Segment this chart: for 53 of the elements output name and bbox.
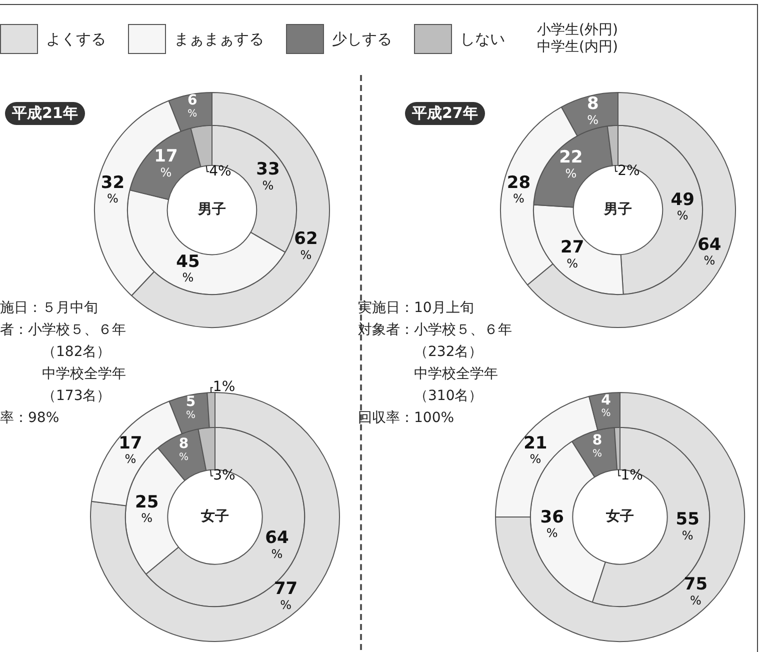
text: 実施日：10月上旬 [358, 299, 475, 318]
text: 施日：５月中旬 [0, 299, 99, 318]
text: 者：小学校５、６年 [0, 321, 126, 340]
data-label: 8% [592, 432, 602, 460]
text: 女子 [605, 508, 634, 525]
text: （173名） [41, 387, 112, 406]
text: 平成21年 [5, 102, 85, 125]
slice-label: 中学生(内円) [537, 39, 618, 56]
data-label: 22% [559, 148, 583, 180]
data-label: 1% [620, 467, 643, 484]
text: 男子 [197, 202, 226, 218]
data-label: 27% [560, 238, 584, 270]
data-label: 4% [209, 163, 232, 180]
data-label: 28% [506, 172, 531, 206]
data-label: 36% [540, 508, 564, 540]
data-label: 17% [154, 146, 178, 180]
legend-label: まぁまぁする [174, 30, 264, 48]
data-label: 21% [524, 433, 548, 466]
text: （182名） [41, 343, 112, 362]
text: 中学校全学年 [41, 365, 126, 384]
data-label: 4% [601, 392, 612, 420]
text: （310名） [413, 387, 484, 406]
data-label: 8% [178, 436, 189, 464]
data-label: 17% [118, 433, 142, 466]
data-label: 62% [294, 229, 318, 262]
data-label: 8% [586, 94, 599, 127]
data-label: 32% [100, 172, 125, 206]
text: 回収率：100% [358, 409, 456, 428]
data-label: 6% [187, 92, 198, 120]
data-label: 49% [670, 190, 694, 223]
legend-label: よくする [46, 30, 106, 48]
text: 率：98% [0, 409, 60, 428]
slice-label: 小学生(外円) [537, 22, 618, 39]
data-label: 25% [135, 492, 159, 526]
data-label: 77% [274, 579, 298, 612]
data-label: 64% [265, 528, 289, 561]
data-label: 75% [684, 574, 708, 608]
text: 女子 [200, 508, 229, 525]
data-label: 33% [256, 160, 280, 192]
data-label: 45% [176, 252, 200, 285]
data-label: 5% [186, 394, 196, 422]
text: （232名） [413, 343, 484, 362]
legend-label: 少しする [332, 30, 392, 48]
text: 中学校全学年 [413, 365, 499, 384]
text: 平成27年 [405, 102, 485, 125]
data-label: 1% [212, 379, 236, 396]
data-label: 3% [213, 468, 236, 484]
legend-label: しない [460, 30, 505, 48]
data-label: 64% [698, 234, 722, 268]
text: 対象者：小学校５、６年 [358, 321, 512, 340]
data-label: 55% [676, 510, 700, 542]
text: 男子 [603, 202, 632, 218]
data-label: 2% [618, 163, 640, 180]
